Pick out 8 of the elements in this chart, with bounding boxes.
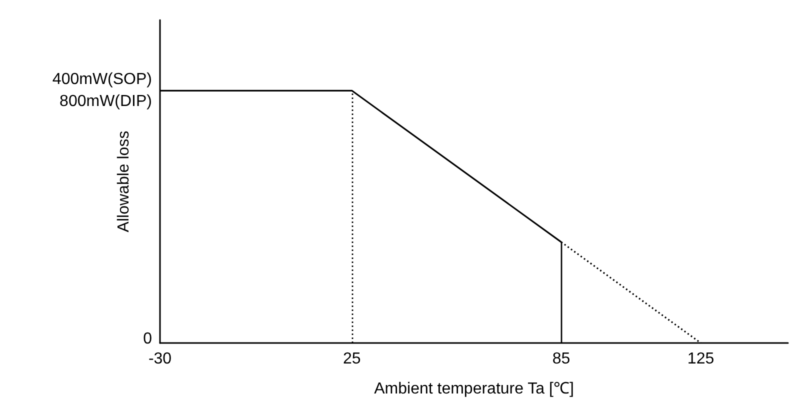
annotation: 400mW(SOP) 800mW(DIP)	[52, 71, 152, 110]
x-tick-label: 25	[342, 350, 361, 368]
text: 0	[143, 330, 152, 348]
x-tick-label: 85	[552, 350, 570, 368]
x-axis-title: Ambient temperature Ta [℃]	[374, 380, 574, 398]
x-tick-label: 125	[687, 350, 714, 368]
x-tick-label: -30	[148, 350, 172, 368]
y-axis-title: Allowable loss	[116, 130, 132, 232]
